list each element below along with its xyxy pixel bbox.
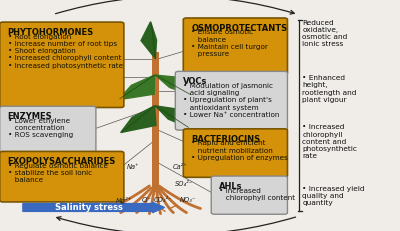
FancyBboxPatch shape xyxy=(0,152,124,202)
Text: AHLs: AHLs xyxy=(219,182,243,191)
Text: Na⁺: Na⁺ xyxy=(126,164,139,170)
FancyBboxPatch shape xyxy=(211,176,288,214)
FancyArrow shape xyxy=(23,202,164,213)
Text: VOCs: VOCs xyxy=(183,77,208,86)
Polygon shape xyxy=(155,106,190,128)
Text: SO₄²⁻: SO₄²⁻ xyxy=(175,181,194,187)
Text: EXOPOLYSACCHARIDES: EXOPOLYSACCHARIDES xyxy=(8,157,116,166)
Text: • Root elongation
• Increase number of root tips
• Shoot elongation
• Increased : • Root elongation • Increase number of r… xyxy=(8,33,123,69)
Text: • Enhanced
height,
rootlength and
plant vigour: • Enhanced height, rootlength and plant … xyxy=(302,75,357,103)
Polygon shape xyxy=(119,75,154,100)
Text: OSMOPROTECTANTS: OSMOPROTECTANTS xyxy=(191,24,288,33)
Text: NO₃⁻: NO₃⁻ xyxy=(180,197,197,203)
Text: • Increased yield
quality and
quantity: • Increased yield quality and quantity xyxy=(302,186,365,207)
Text: • Increased
   chlorophyll content: • Increased chlorophyll content xyxy=(219,188,295,201)
Polygon shape xyxy=(121,106,156,133)
FancyBboxPatch shape xyxy=(0,22,124,107)
Text: BACTERIOCINS: BACTERIOCINS xyxy=(191,135,260,144)
Text: Reduced
oxidative,
osmotic and
ionic stress: Reduced oxidative, osmotic and ionic str… xyxy=(302,20,348,47)
Text: • Increased
chlorophyll
content and
photosynthetic
rate: • Increased chlorophyll content and phot… xyxy=(302,124,357,159)
Text: • Rapid and efficient
   nutrient mobilization
• Upregulation of enzymes: • Rapid and efficient nutrient mobilizat… xyxy=(191,140,288,161)
Text: Cl⁻: Cl⁻ xyxy=(142,197,152,203)
FancyBboxPatch shape xyxy=(0,106,96,153)
Text: • Modulation of jasmonic
   acid signaling
• Upregulation of plant's
   antioxid: • Modulation of jasmonic acid signaling … xyxy=(183,83,280,118)
FancyBboxPatch shape xyxy=(183,129,288,177)
Text: CO₃²⁻: CO₃²⁻ xyxy=(153,197,172,203)
Text: • Regulate osmotic balance
• stabilize the soil ionic
   balance: • Regulate osmotic balance • stabilize t… xyxy=(8,163,108,183)
FancyBboxPatch shape xyxy=(175,71,288,130)
Polygon shape xyxy=(141,22,156,59)
Text: Salinity stress: Salinity stress xyxy=(55,203,123,212)
Text: PHYTOHORMONES: PHYTOHORMONES xyxy=(8,28,94,37)
Text: ENZYMES: ENZYMES xyxy=(8,112,52,121)
Polygon shape xyxy=(155,75,192,96)
Text: • Ensure osmotic
   balance
• Maintain cell turgor
   pressure: • Ensure osmotic balance • Maintain cell… xyxy=(191,30,268,57)
FancyBboxPatch shape xyxy=(183,18,288,75)
Bar xyxy=(152,52,159,192)
Text: • Lower ethylene
   concentration
• ROS scavenging: • Lower ethylene concentration • ROS sca… xyxy=(8,118,73,138)
Text: Mg²⁺: Mg²⁺ xyxy=(116,197,132,204)
Text: Ca²⁺: Ca²⁺ xyxy=(173,164,188,170)
